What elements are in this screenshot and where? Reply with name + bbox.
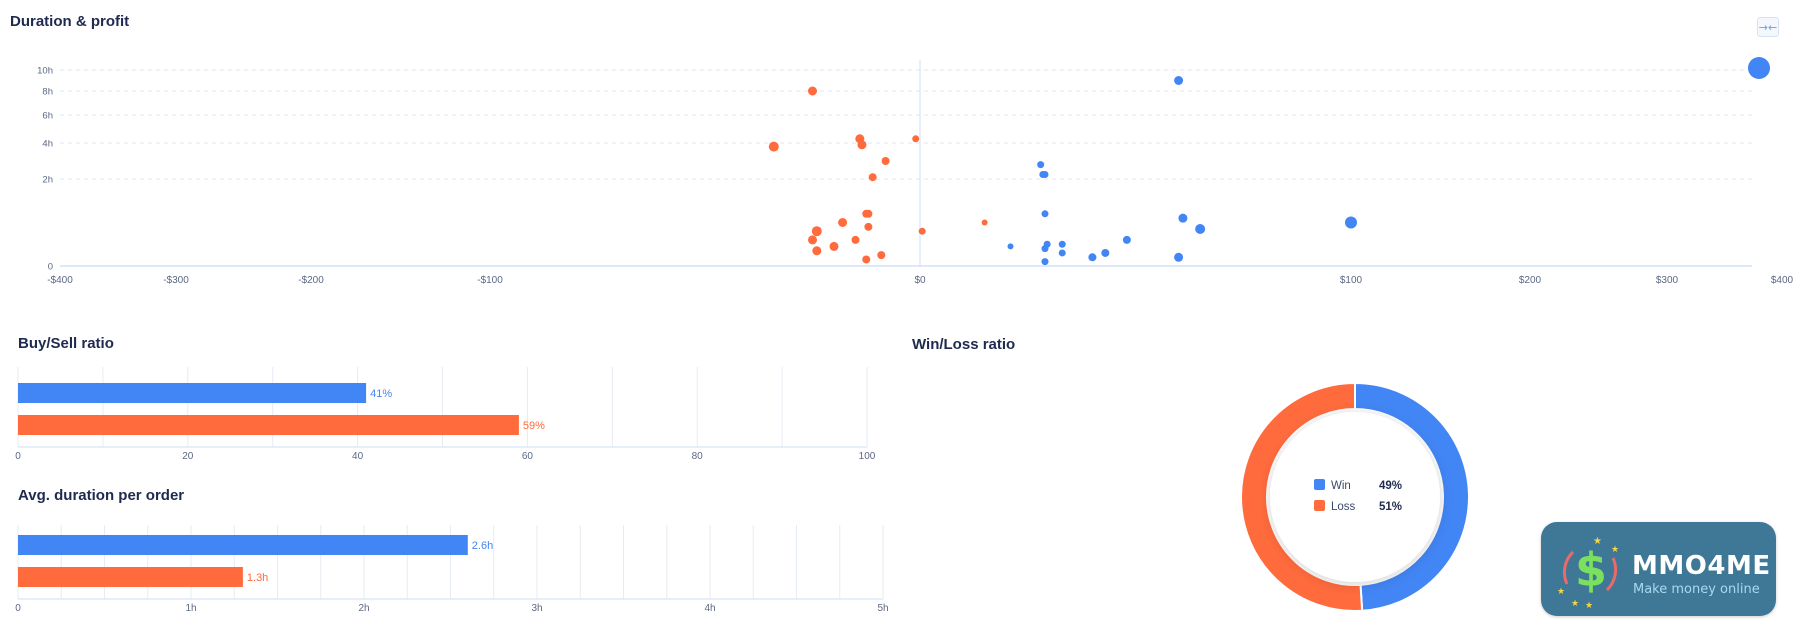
svg-text:★: ★: [1571, 598, 1579, 608]
bar-value-label: 41%: [370, 388, 392, 400]
x-tick-label: 3h: [531, 603, 542, 614]
x-tick-label: -$200: [298, 275, 324, 286]
win-point: [1345, 216, 1357, 229]
y-tick-label: 6h: [42, 111, 53, 122]
win-loss-title: Win/Loss ratio: [912, 336, 1016, 353]
svg-text:★: ★: [1593, 536, 1602, 547]
buy-sell-title: Buy/Sell ratio: [18, 335, 114, 352]
loss-point: [864, 209, 873, 218]
x-tick-label: $0: [914, 275, 926, 286]
loss-point: [862, 255, 871, 264]
logo-tagline: Make money online: [1633, 582, 1760, 597]
x-tick-label: -$100: [477, 275, 503, 286]
x-tick-label: 80: [692, 451, 704, 462]
win-point: [1101, 248, 1110, 257]
loss-point: [857, 140, 867, 150]
x-tick-label: 1h: [185, 603, 196, 614]
x-tick-label: $100: [1340, 275, 1363, 286]
win-point: [1058, 249, 1066, 257]
donut-center: [1270, 412, 1440, 582]
collapse-icon[interactable]: →←: [1757, 17, 1779, 37]
x-tick-label: $400: [1771, 275, 1794, 286]
win-point: [1058, 240, 1066, 248]
loss-legend-label: Loss: [1331, 501, 1356, 513]
mmo4me-logo: ★ ★ ★ ★ ★ $ MMO4ME Make money online: [1541, 522, 1776, 616]
win-loss-donut: Win 49% Loss 51%: [1240, 381, 1470, 612]
win-legend-swatch: [1314, 479, 1325, 490]
duration-profit-title: Duration & profit: [10, 13, 130, 30]
loss-point: [881, 157, 890, 165]
loss-point: [768, 141, 779, 152]
x-tick-label: -$400: [47, 275, 73, 286]
x-tick-label: 60: [522, 451, 534, 462]
win-point: [1041, 171, 1049, 178]
x-tick-label: 5h: [877, 603, 888, 614]
y-tick-label: 0: [48, 262, 53, 273]
win-point: [1748, 57, 1770, 79]
loss-point: [868, 173, 877, 182]
loss-point: [851, 235, 860, 244]
bar-value-label: 2.6h: [472, 540, 493, 552]
avg-duration-title: Avg. duration per order: [18, 487, 185, 504]
x-tick-label: $200: [1519, 275, 1542, 286]
duration-profit-chart: 10h 8h 6h 4h 2h 0 -$400 -$300 -$200 -$100 $0 $100 $2…: [37, 57, 1794, 286]
win-point: [1195, 224, 1206, 235]
x-tick-label: 2h: [358, 603, 369, 614]
loss-point: [912, 135, 920, 143]
win-point: [1037, 161, 1045, 169]
svg-text:★: ★: [1557, 586, 1565, 596]
win-point: [1007, 243, 1014, 250]
x-tick-label: -$300: [163, 275, 189, 286]
loss-point: [864, 222, 873, 231]
win-slice: [1354, 381, 1470, 612]
loss-point: [981, 219, 988, 226]
sell-bar: [18, 567, 243, 587]
loss-point: [808, 235, 817, 245]
win-point: [1178, 213, 1188, 223]
loss-legend-value: 51%: [1379, 501, 1402, 513]
loss-point: [918, 227, 926, 235]
win-point: [1088, 253, 1097, 262]
buy-sell-chart: 41% 59% 0 20 40 60 80 100: [15, 367, 876, 462]
loss-point: [808, 86, 817, 96]
loss-point: [811, 226, 822, 237]
win-point: [1174, 76, 1184, 85]
svg-text:★: ★: [1585, 600, 1593, 608]
y-tick-label: 8h: [42, 87, 53, 98]
avg-duration-chart: 2.6h 1.3h 0 1h 2h 3h 4h 5h: [15, 525, 889, 614]
win-point: [1041, 245, 1049, 253]
loss-point: [829, 241, 839, 251]
logo-name: MMO4ME: [1632, 551, 1771, 581]
win-point: [1041, 210, 1049, 218]
loss-point: [877, 251, 886, 260]
x-tick-label: 0: [15, 451, 21, 462]
win-point: [1174, 252, 1184, 262]
win-point: [1041, 258, 1049, 266]
x-tick-label: 0: [15, 603, 21, 614]
sell-bar: [18, 415, 519, 435]
x-tick-label: 100: [859, 451, 876, 462]
loss-slice: [1240, 381, 1364, 612]
y-tick-label: 10h: [37, 66, 53, 77]
loss-point: [812, 246, 822, 256]
logo-arrows-icon: ★ ★ ★ ★ ★: [1557, 536, 1619, 608]
win-point: [1122, 235, 1131, 244]
win-legend-value: 49%: [1379, 480, 1402, 492]
loss-legend-swatch: [1314, 500, 1325, 511]
buy-bar: [18, 383, 367, 403]
y-tick-label: 2h: [42, 175, 53, 186]
bar-value-label: 59%: [523, 420, 545, 432]
bar-value-label: 1.3h: [247, 572, 268, 584]
svg-text:★: ★: [1611, 544, 1619, 554]
x-tick-label: 40: [352, 451, 364, 462]
y-tick-label: 4h: [42, 139, 53, 150]
win-legend-label: Win: [1331, 480, 1351, 492]
x-tick-label: 4h: [704, 603, 715, 614]
x-tick-label: 20: [182, 451, 194, 462]
x-tick-label: $300: [1656, 275, 1679, 286]
buy-bar: [18, 535, 468, 555]
loss-point: [838, 218, 848, 227]
logo-dollar-icon: $: [1574, 543, 1607, 597]
